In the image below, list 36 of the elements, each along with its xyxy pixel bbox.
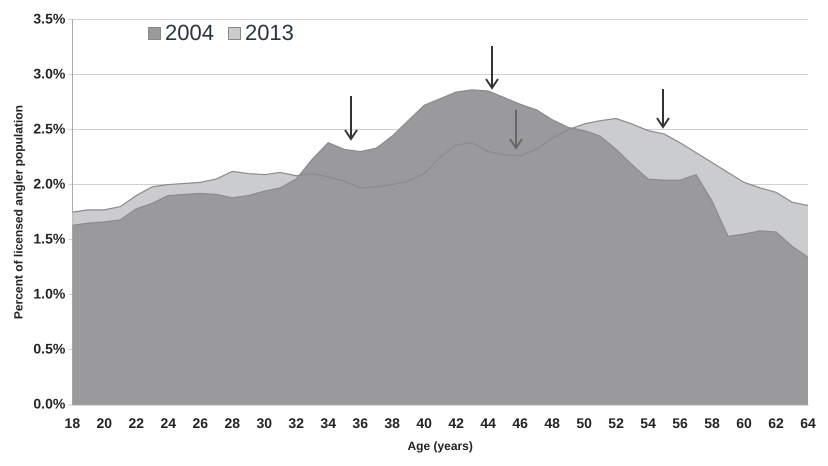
- x-tick-label: 60: [736, 415, 752, 432]
- legend-label: 2013: [244, 20, 294, 46]
- y-tick-label: 3.0%: [33, 65, 66, 82]
- x-tick-label: 64: [800, 415, 816, 432]
- y-tick-label: 2.0%: [33, 175, 66, 192]
- x-tick-label: 62: [768, 415, 784, 432]
- x-tick-label: 28: [224, 415, 240, 432]
- y-tick-label: 3.5%: [33, 10, 66, 26]
- x-tick-label: 18: [64, 415, 80, 432]
- x-tick-label: 30: [256, 415, 272, 432]
- y-tick-label: 1.0%: [33, 286, 66, 302]
- y-tick-label: 1.5%: [33, 230, 66, 246]
- x-tick-label: 54: [640, 415, 656, 432]
- x-axis-title: Age (years): [407, 439, 473, 454]
- y-axis-title: Percent of licensed angler population: [12, 105, 26, 320]
- y-tick-label: 0.0%: [33, 396, 66, 412]
- x-tick-label: 52: [608, 415, 624, 432]
- x-tick-label: 40: [416, 415, 432, 432]
- x-tick-label: 44: [480, 415, 496, 432]
- x-tick-label: 32: [288, 415, 304, 432]
- x-tick-label: 34: [320, 415, 336, 432]
- y-tick-label: 2.5%: [33, 120, 66, 136]
- x-tick-label: 36: [352, 415, 368, 432]
- x-tick-label: 46: [512, 415, 528, 432]
- x-tick-label: 58: [704, 415, 720, 432]
- y-tick-label: 0.5%: [33, 340, 66, 357]
- x-tick-label: 42: [448, 415, 464, 432]
- x-tick-label: 22: [128, 415, 144, 432]
- x-tick-label: 48: [544, 415, 560, 432]
- x-tick-label: 24: [160, 415, 176, 432]
- x-tick-label: 38: [384, 415, 400, 432]
- x-tick-label: 56: [672, 415, 688, 432]
- x-tick-label: 50: [576, 415, 592, 432]
- x-tick-label: 20: [96, 415, 112, 432]
- legend-label: 2004: [165, 20, 214, 46]
- x-tick-label: 26: [192, 415, 208, 432]
